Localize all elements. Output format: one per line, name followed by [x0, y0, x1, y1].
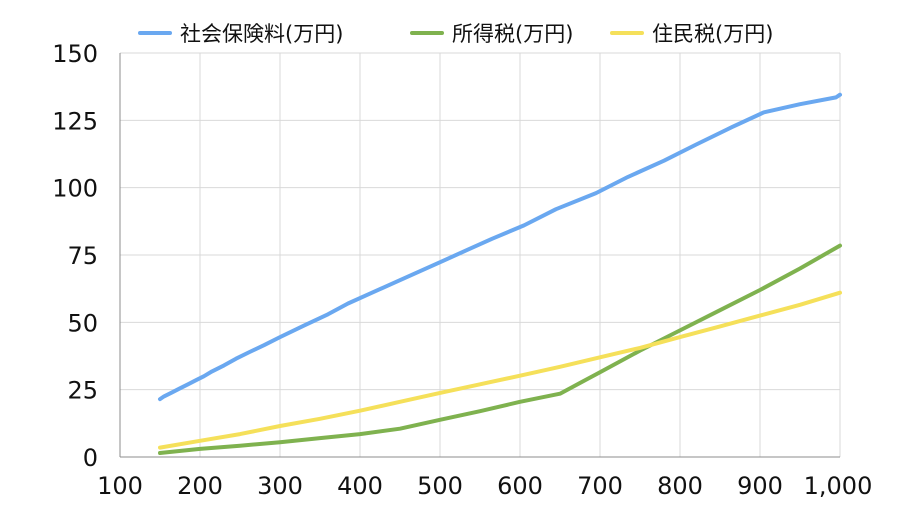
- x-tick-label: 300: [257, 472, 303, 500]
- legend: 社会保険料(万円) 所得税(万円) 住民税(万円): [138, 22, 773, 46]
- y-tick-labels: 0 25 50 75 100 125 150: [52, 40, 98, 472]
- x-tick-label: 500: [417, 472, 463, 500]
- y-tick-label: 150: [52, 40, 98, 68]
- series-line-2: [158, 290, 842, 450]
- series-line-0: [158, 92, 842, 402]
- x-tick-label: 1,000: [804, 472, 873, 500]
- series-lines: [158, 92, 842, 455]
- legend-label-1: 所得税(万円): [452, 22, 573, 46]
- x-tick-label: 600: [497, 472, 543, 500]
- series-line-1: [158, 243, 842, 455]
- legend-label-2: 住民税(万円): [652, 22, 773, 46]
- grid-lines: [120, 52, 841, 457]
- y-tick-label: 0: [83, 444, 98, 472]
- axes: [119, 53, 840, 458]
- x-tick-labels: 100 200 300 400 500 600 700 800 900 1,000: [97, 472, 872, 500]
- y-tick-label: 75: [67, 242, 98, 270]
- x-tick-label: 400: [337, 472, 383, 500]
- y-tick-label: 100: [52, 175, 98, 203]
- y-tick-label: 125: [52, 107, 98, 135]
- legend-label-0: 社会保険料(万円): [180, 22, 343, 46]
- x-tick-label: 800: [657, 472, 703, 500]
- x-tick-label: 700: [577, 472, 623, 500]
- y-tick-label: 25: [67, 377, 98, 405]
- x-tick-label: 900: [737, 472, 783, 500]
- y-tick-label: 50: [67, 309, 98, 337]
- x-tick-label: 200: [177, 472, 223, 500]
- x-tick-label: 100: [97, 472, 143, 500]
